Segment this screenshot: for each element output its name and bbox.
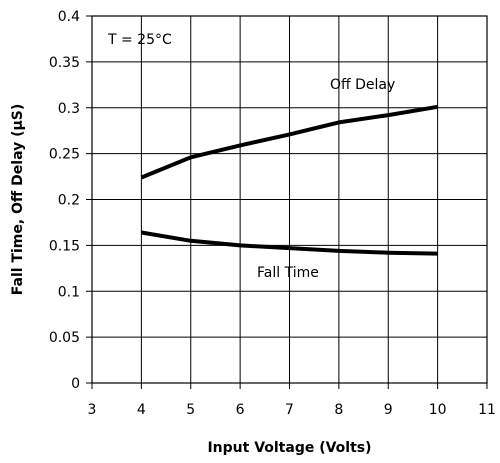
grid bbox=[86, 15, 488, 389]
y-tick-label: 0.1 bbox=[58, 284, 80, 300]
temperature-annotation: T = 25°C bbox=[107, 32, 172, 48]
x-tick-label: 3 bbox=[88, 402, 97, 418]
y-tick-label: 0.15 bbox=[49, 238, 80, 254]
plot-frame bbox=[91, 15, 488, 384]
y-tick-label: 0.4 bbox=[58, 9, 80, 25]
x-tick-label: 9 bbox=[384, 402, 393, 418]
x-tick-label: 7 bbox=[285, 402, 294, 418]
y-tick-label: 0.05 bbox=[49, 330, 80, 346]
x-tick-label: 5 bbox=[186, 402, 195, 418]
y-tick-label: 0.25 bbox=[49, 147, 80, 163]
x-tick-label: 6 bbox=[236, 402, 245, 418]
y-tick-label: 0.3 bbox=[58, 101, 80, 117]
y-tick-label: 0.2 bbox=[58, 193, 80, 209]
y-axis-title: Fall Time, Off Delay (μS) bbox=[10, 104, 26, 296]
x-tick-label: 4 bbox=[137, 402, 146, 418]
series-layer bbox=[140, 104, 438, 256]
x-axis-title: Input Voltage (Volts) bbox=[207, 440, 371, 456]
y-tick-label: 0.35 bbox=[49, 55, 80, 71]
x-tick-label: 8 bbox=[334, 402, 343, 418]
y-tick-label: 0 bbox=[71, 376, 80, 392]
x-tick-label: 11 bbox=[478, 402, 496, 418]
tick-labels: 3 4 5 6 7 8 9 10 11 0 0.05 0.1 0.15 0.2 0.25 0.3 0.35 0.4 bbox=[49, 9, 496, 418]
series-label-fall-time: Fall Time bbox=[257, 265, 319, 281]
series-label-off-delay: Off Delay bbox=[330, 77, 395, 93]
x-tick-label: 10 bbox=[429, 402, 447, 418]
